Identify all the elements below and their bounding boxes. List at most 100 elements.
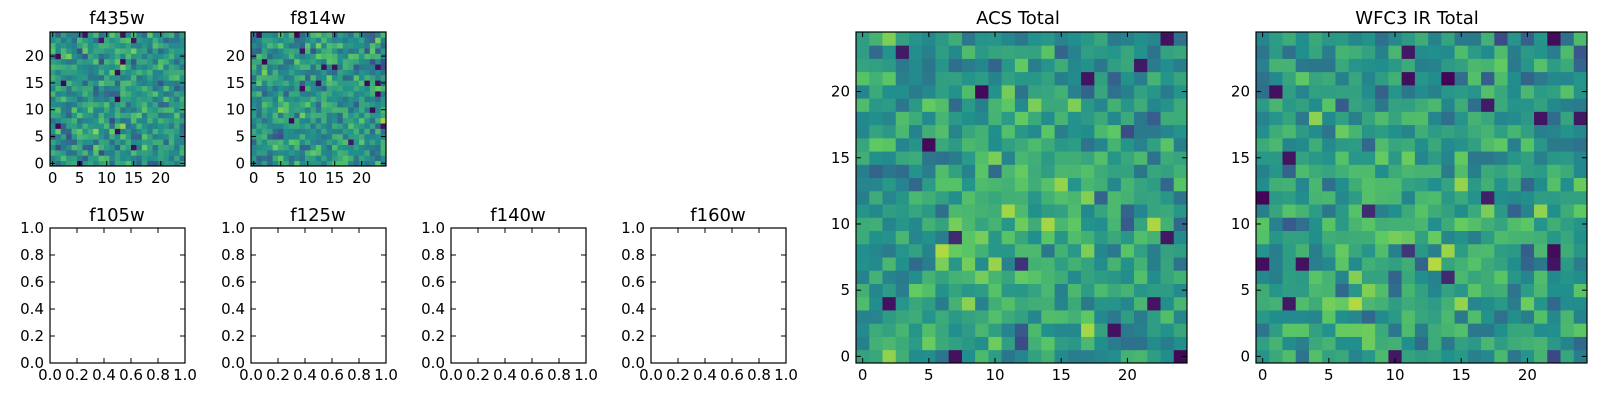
- panel-f814w-pixel: [256, 64, 263, 70]
- panel-f435w-pixel: [87, 64, 94, 70]
- panel-f125w-xtick-label: 0.8: [347, 366, 371, 384]
- panel-acs-total-pixel: [1173, 270, 1188, 284]
- panel-f435w-pixel: [136, 58, 143, 65]
- panel-f814w-pixel: [337, 74, 344, 81]
- panel-f435w-pixel: [98, 58, 105, 65]
- panel-f435w-pixel: [82, 155, 89, 162]
- panel-f814w-pixel: [278, 133, 284, 140]
- panel-acs-total-pixel: [1081, 45, 1095, 59]
- panel-wfc3-ir-total-pixel: [1507, 177, 1522, 192]
- panel-acs-total-pixel: [1134, 243, 1148, 258]
- panel-f814w-pixel: [272, 37, 279, 44]
- panel-acs-total-pixel: [895, 230, 910, 245]
- panel-wfc3-ir-total-pixel: [1467, 58, 1482, 73]
- panel-f814w-pixel: [305, 123, 311, 129]
- panel-wfc3-ir-total-pixel: [1414, 257, 1429, 271]
- panel-acs-total-pixel: [882, 164, 897, 179]
- panel-f814w-pixel: [375, 112, 381, 119]
- panel-f814w-pixel: [342, 133, 349, 140]
- panel-f435w-pixel: [152, 37, 159, 44]
- panel-acs-total-pixel: [1107, 230, 1122, 245]
- panel-acs-total-pixel: [1001, 323, 1016, 337]
- panel-f435w-pixel: [71, 74, 78, 81]
- panel-f814w-pixel: [359, 128, 365, 135]
- panel-acs-total-pixel: [988, 204, 1003, 218]
- panel-f814w-pixel: [272, 80, 279, 86]
- panel-f435w-pixel: [158, 101, 164, 108]
- panel-f435w-pixel: [98, 139, 105, 145]
- panel-f435w-pixel: [141, 149, 148, 156]
- panel-wfc3-ir-total-pixel: [1560, 58, 1575, 73]
- panel-f814w-ytick-label: 15: [226, 74, 245, 92]
- panel-acs-total-pixel: [961, 32, 976, 46]
- panel-wfc3-ir-total-pixel: [1454, 296, 1469, 311]
- panel-f814w-pixel: [288, 155, 295, 162]
- panel-f435w-pixel: [71, 107, 78, 113]
- panel-f435w-pixel: [174, 90, 180, 97]
- panel-acs-total-ytick-label: 5: [840, 281, 850, 299]
- panel-wfc3-ir-total-pixel: [1388, 177, 1403, 192]
- panel-wfc3-ir-total-pixel: [1494, 310, 1508, 324]
- panel-wfc3-ir-total-pixel: [1388, 124, 1403, 139]
- panel-acs-total-pixel: [1028, 177, 1042, 192]
- panel-wfc3-ir-total-pixel: [1361, 296, 1376, 311]
- panel-wfc3-ir-total-pixel: [1361, 45, 1376, 59]
- panel-acs-total-pixel: [935, 84, 950, 99]
- panel-wfc3-ir-total-pixel: [1441, 58, 1455, 73]
- panel-f814w-pixel: [283, 74, 290, 81]
- panel-f814w-pixel: [380, 74, 387, 81]
- panel-f435w-pixel: [120, 42, 126, 49]
- panel-f814w-pixel: [261, 144, 268, 151]
- panel-wfc3-ir-total-pixel: [1454, 243, 1469, 258]
- panel-f814w-xtick-label: 0: [249, 169, 259, 187]
- panel-wfc3-ir-total-pixel: [1520, 58, 1535, 73]
- panel-wfc3-ir-total-pixel: [1256, 296, 1270, 311]
- panel-f435w-pixel: [168, 42, 175, 49]
- panel-f435w-pixel: [152, 96, 159, 103]
- panel-acs-total-pixel: [1054, 32, 1069, 46]
- panel-acs-total-pixel: [961, 111, 976, 126]
- panel-f814w-pixel: [342, 107, 349, 113]
- panel-wfc3-ir-total-pixel: [1454, 190, 1469, 205]
- panel-f435w-pixel: [114, 149, 121, 156]
- panel-wfc3-ir-total-pixel: [1401, 323, 1416, 337]
- panel-acs-total-pixel: [1107, 137, 1122, 152]
- panel-f814w-pixel: [278, 101, 284, 108]
- panel-acs-total-pixel: [1081, 151, 1095, 165]
- panel-acs-total-pixel: [1054, 98, 1069, 112]
- panel-acs-total-pixel: [1134, 283, 1148, 298]
- panel-f814w-pixel: [267, 58, 273, 65]
- panel-f435w-pixel: [82, 123, 89, 129]
- panel-acs-total-pixel: [1094, 217, 1108, 231]
- panel-acs-total-pixel: [856, 349, 870, 364]
- panel-f435w-pixel: [152, 133, 159, 140]
- panel-f814w-pixel: [272, 112, 279, 119]
- panel-acs-total-pixel: [922, 243, 936, 258]
- panel-wfc3-ir-total-pixel: [1560, 111, 1575, 126]
- panel-f814w-pixel: [321, 74, 327, 81]
- panel-acs-total-pixel: [1067, 217, 1082, 231]
- panel-acs-total-pixel: [1107, 98, 1122, 112]
- panel-wfc3-ir-total-pixel: [1269, 137, 1283, 152]
- panel-f814w-pixel: [321, 128, 327, 135]
- panel-wfc3-ir-total-pixel: [1256, 71, 1270, 86]
- panel-f814w-pixel: [342, 139, 349, 145]
- panel-f435w-pixel: [66, 117, 72, 124]
- panel-acs-total-pixel: [961, 164, 976, 179]
- panel-wfc3-ir-total-pixel: [1282, 336, 1297, 351]
- panel-acs-total-pixel: [1001, 310, 1016, 324]
- panel-f435w-pixel: [168, 48, 175, 54]
- panel-f814w-pixel: [348, 32, 354, 38]
- panel-acs-total-pixel: [895, 164, 910, 179]
- panel-acs-total-pixel: [882, 270, 897, 284]
- panel-acs-total-pixel: [908, 124, 923, 139]
- panel-f814w-pixel: [283, 90, 290, 97]
- panel-f435w-pixel: [120, 117, 126, 124]
- panel-f435w-pixel: [77, 155, 83, 162]
- panel-acs-total-pixel: [908, 217, 923, 231]
- panel-f435w-pixel: [55, 139, 62, 145]
- panel-f435w-pixel: [114, 80, 121, 86]
- panel-wfc3-ir-total-ytick-label: 20: [1231, 83, 1250, 101]
- panel-f435w-pixel: [50, 112, 56, 119]
- panel-f814w-pixel: [294, 112, 300, 119]
